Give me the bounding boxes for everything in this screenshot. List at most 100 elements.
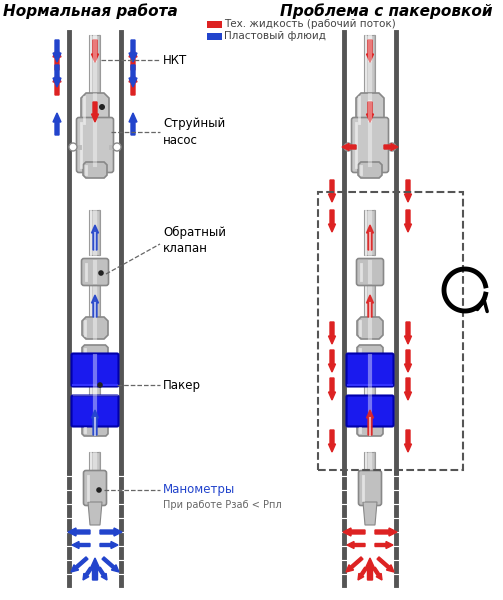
FancyBboxPatch shape — [81, 259, 109, 286]
Text: Нормальная работа: Нормальная работа — [3, 3, 178, 19]
FancyArrow shape — [404, 378, 411, 400]
FancyArrow shape — [404, 430, 411, 452]
Bar — [90, 452, 101, 500]
FancyArrow shape — [53, 48, 61, 70]
FancyArrow shape — [92, 295, 99, 317]
Polygon shape — [363, 502, 377, 525]
FancyArrow shape — [102, 557, 119, 572]
FancyArrow shape — [375, 541, 393, 548]
Polygon shape — [88, 502, 102, 525]
Text: Пластовый флюид: Пластовый флюид — [224, 31, 326, 41]
Polygon shape — [358, 162, 382, 178]
FancyBboxPatch shape — [347, 353, 393, 386]
FancyArrow shape — [98, 567, 107, 580]
FancyArrow shape — [68, 528, 90, 536]
Circle shape — [69, 143, 77, 151]
Text: При работе Рзаб < Рпл: При работе Рзаб < Рпл — [163, 500, 282, 510]
FancyArrow shape — [129, 48, 137, 70]
FancyArrow shape — [92, 225, 99, 250]
FancyArrow shape — [129, 65, 137, 87]
FancyArrow shape — [404, 180, 411, 202]
FancyBboxPatch shape — [347, 395, 393, 427]
FancyBboxPatch shape — [359, 470, 381, 505]
FancyArrow shape — [375, 528, 397, 536]
FancyArrow shape — [347, 541, 365, 548]
FancyArrow shape — [367, 295, 374, 317]
FancyArrow shape — [71, 557, 88, 572]
Bar — [365, 385, 376, 415]
Bar — [365, 35, 376, 95]
FancyArrow shape — [358, 567, 367, 580]
FancyBboxPatch shape — [76, 118, 114, 173]
FancyArrow shape — [328, 430, 336, 452]
FancyArrow shape — [72, 541, 90, 548]
Text: Тех. жидкость (рабочий поток): Тех. жидкость (рабочий поток) — [224, 19, 396, 29]
FancyArrow shape — [100, 528, 122, 536]
FancyArrow shape — [346, 557, 363, 572]
FancyArrow shape — [92, 410, 99, 435]
Polygon shape — [82, 317, 108, 339]
Bar — [90, 35, 101, 95]
Circle shape — [388, 143, 396, 151]
FancyArrow shape — [367, 102, 374, 122]
FancyArrow shape — [377, 557, 394, 572]
FancyArrow shape — [404, 350, 411, 372]
Text: Струйный
насос: Струйный насос — [163, 118, 225, 146]
FancyArrow shape — [91, 558, 100, 580]
Polygon shape — [357, 317, 383, 339]
Bar — [90, 125, 101, 170]
FancyArrow shape — [328, 322, 336, 344]
Polygon shape — [83, 162, 107, 178]
Bar — [365, 452, 376, 500]
Bar — [90, 385, 101, 415]
Polygon shape — [81, 93, 109, 127]
Bar — [207, 33, 222, 40]
Bar — [365, 125, 376, 170]
FancyArrow shape — [342, 143, 356, 151]
Bar — [365, 285, 376, 325]
FancyArrow shape — [404, 322, 411, 344]
Circle shape — [96, 487, 102, 493]
Circle shape — [97, 382, 103, 388]
FancyBboxPatch shape — [71, 395, 119, 427]
FancyBboxPatch shape — [71, 353, 119, 386]
Polygon shape — [356, 93, 384, 127]
FancyArrow shape — [366, 558, 375, 580]
Bar — [90, 285, 101, 325]
FancyArrow shape — [53, 113, 61, 135]
FancyArrow shape — [373, 567, 382, 580]
FancyArrow shape — [367, 410, 374, 435]
FancyBboxPatch shape — [83, 470, 107, 505]
Circle shape — [98, 270, 104, 276]
Text: Обратный
клапан: Обратный клапан — [163, 226, 226, 254]
FancyArrow shape — [83, 567, 92, 580]
FancyArrow shape — [404, 210, 411, 232]
FancyArrow shape — [129, 113, 137, 135]
FancyArrow shape — [328, 180, 336, 202]
Circle shape — [99, 104, 105, 110]
FancyArrow shape — [129, 73, 137, 95]
FancyArrow shape — [129, 40, 137, 62]
Polygon shape — [82, 345, 108, 359]
Bar — [207, 21, 222, 28]
FancyArrow shape — [53, 73, 61, 95]
FancyArrow shape — [384, 143, 398, 151]
Polygon shape — [357, 424, 383, 436]
Circle shape — [344, 143, 352, 151]
FancyArrow shape — [100, 541, 118, 548]
Text: Манометры: Манометры — [163, 484, 235, 497]
FancyArrow shape — [53, 65, 61, 87]
FancyBboxPatch shape — [352, 118, 388, 173]
FancyArrow shape — [367, 40, 374, 62]
FancyArrow shape — [328, 210, 336, 232]
FancyBboxPatch shape — [357, 259, 383, 286]
FancyArrow shape — [328, 350, 336, 372]
FancyArrow shape — [92, 102, 99, 122]
Text: Проблема с пакеровкой: Проблема с пакеровкой — [280, 3, 492, 19]
FancyArrow shape — [53, 40, 61, 62]
Polygon shape — [357, 345, 383, 359]
Polygon shape — [82, 424, 108, 436]
FancyArrow shape — [367, 225, 374, 250]
Bar — [90, 210, 101, 255]
Circle shape — [113, 143, 121, 151]
